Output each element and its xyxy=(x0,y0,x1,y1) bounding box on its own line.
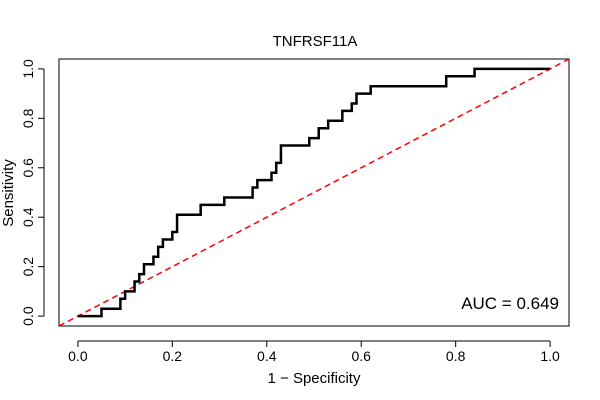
auc-annotation: AUC = 0.649 xyxy=(461,294,559,313)
plot-frame xyxy=(58,58,570,327)
x-tick-label: 0.8 xyxy=(446,348,466,364)
y-tick-label: 0.0 xyxy=(20,306,36,326)
reference-diagonal-line xyxy=(59,59,569,326)
chart-title: TNFRSF11A xyxy=(273,33,358,50)
y-tick-label: 0.4 xyxy=(20,207,36,227)
x-tick-label: 0.2 xyxy=(163,348,183,364)
roc-curve-line xyxy=(77,67,551,318)
x-axis-title: 1 − Specificity xyxy=(268,370,361,387)
y-tick-label: 0.6 xyxy=(20,158,36,178)
x-tick-label: 1.0 xyxy=(540,348,560,364)
x-tick-label: 0.0 xyxy=(68,348,88,364)
y-axis-title: Sensitivity xyxy=(0,159,17,227)
x-tick-label: 0.4 xyxy=(257,348,277,364)
y-tick-label: 0.8 xyxy=(20,108,36,128)
x-tick-label: 0.6 xyxy=(351,348,371,364)
y-tick-label: 1.0 xyxy=(20,59,36,79)
y-tick-label: 0.2 xyxy=(20,257,36,277)
plot-layer: 0.0 0.2 0.4 0.6 0.8 1.0 0.0 0.2 0.4 0.6 0.8 1.0 xyxy=(20,59,569,364)
